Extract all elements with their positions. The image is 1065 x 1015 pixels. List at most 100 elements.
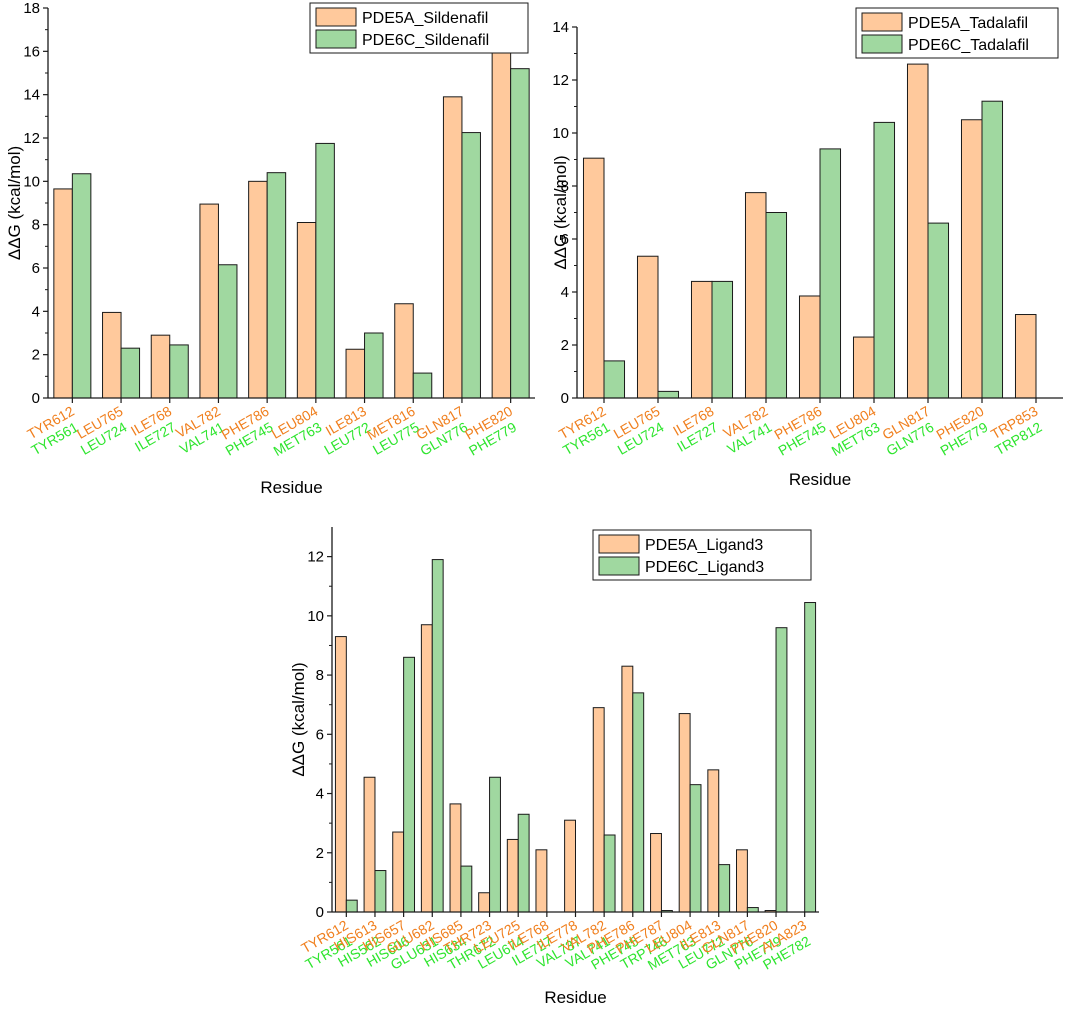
chart-panel-1: 024681012141618TYR612TYR561LEU765LEU724I… [5,0,535,497]
y-tick-label: 2 [316,845,324,862]
bar-pde6c-1 [603,360,626,399]
bar-pde6c-14 [718,864,731,913]
bar-pde5a-7 [506,838,519,913]
bar-pde5a-14 [707,769,720,913]
x-axis-title: Residue [789,470,851,489]
legend-label: PDE6C_Sildenafil [362,32,489,49]
y-tick-label: 8 [32,217,40,234]
bar-pde6c-15 [746,907,759,913]
bar-pde5a-5 [449,803,462,913]
x-axis-title: Residue [260,478,322,497]
y-tick-label: 12 [23,130,40,147]
y-tick-label: 6 [561,231,569,248]
legend-label: PDE5A_Sildenafil [362,10,488,27]
bar-pde5a-5 [248,180,268,399]
bar-pde6c-1 [345,899,358,913]
bar-pde6c-11 [632,692,645,913]
y-tick-label: 12 [552,72,569,89]
legend-swatch [315,29,357,49]
bar-pde5a-3 [392,831,405,913]
bar-pde6c-9 [461,132,481,399]
y-tick-label: 14 [23,87,40,104]
bar-pde5a-4 [420,624,433,913]
bar-pde6c-6 [315,142,335,399]
bar-pde5a-15 [736,849,748,913]
legend-label: PDE5A_Ligand3 [645,537,763,554]
y-tick-label: 0 [561,390,569,407]
y-tick-label: 4 [561,284,569,301]
bar-pde6c-5 [266,172,287,399]
y-axis-title: ΔΔG (kcal/mol) [551,155,570,269]
bar-pde5a-6 [478,892,491,913]
legend-swatch [315,7,357,27]
bar-pde6c-4 [217,264,238,399]
y-tick-label: 4 [316,786,324,803]
legend-swatch [861,12,903,32]
bar-pde6c-4 [431,559,444,913]
bar-pde5a-4 [744,192,767,399]
bar-pde5a-13 [678,713,691,913]
bar-pde5a-1 [334,636,347,913]
y-tick-label: 6 [32,260,40,277]
bar-pde5a-3 [150,334,171,399]
y-axis-title: ΔΔG (kcal/mol) [5,146,24,260]
bar-pde5a-8 [394,303,414,399]
bar-pde6c-16 [775,627,788,913]
legend: PDE5A_Tadalafil PDE6C_Tadalafil [855,7,1059,59]
legend-label: PDE6C_Ligand3 [645,559,764,576]
bar-pde6c-3 [169,344,189,399]
bar-pde6c-13 [689,784,702,913]
legend-label: PDE6C_Tadalafil [908,37,1029,54]
bar-pde5a-1 [582,157,605,399]
bar-pde5a-8 [535,849,548,913]
bar-pde5a-7 [345,348,366,399]
bar-pde6c-10 [510,68,530,399]
y-tick-label: 10 [23,173,40,190]
bar-pde6c-8 [412,372,433,399]
bar-pde6c-2 [374,870,387,913]
bar-pde6c-5 [460,865,473,913]
bar-pde6c-8 [981,100,1004,399]
y-tick-label: 14 [552,19,569,36]
bar-pde6c-5 [819,148,842,399]
y-tick-label: 8 [561,178,569,195]
bar-pde6c-2 [120,347,141,399]
bar-pde5a-7 [906,63,929,399]
bar-pde6c-10 [603,834,616,913]
x-axis-title: Residue [544,988,606,1007]
bar-pde6c-3 [711,280,734,399]
bar-pde6c-1 [71,173,92,399]
bar-pde5a-2 [102,311,122,399]
bar-pde5a-5 [798,295,821,399]
bar-pde6c-7 [364,332,384,399]
bar-pde5a-10 [592,707,605,913]
y-tick-label: 2 [561,337,569,354]
y-axis-title: ΔΔG (kcal/mol) [289,662,308,776]
bar-pde6c-7 [517,813,530,913]
bar-pde6c-4 [765,212,788,399]
bar-pde6c-2 [657,390,680,399]
y-tick-label: 4 [32,303,40,320]
legend: PDE5A_Ligand3 PDE6C_Ligand3 [592,529,812,581]
y-tick-label: 0 [316,904,324,921]
legend-swatch [598,556,640,576]
y-tick-label: 0 [32,390,40,407]
bar-pde5a-4 [199,203,219,399]
bar-pde5a-6 [852,336,875,399]
legend: PDE5A_Sildenafil PDE6C_Sildenafil [309,2,529,54]
y-tick-label: 12 [307,549,324,566]
bar-pde5a-10 [491,50,512,399]
y-tick-label: 10 [307,608,324,625]
legend-label: PDE5A_Tadalafil [908,15,1028,32]
bar-pde6c-17 [804,602,817,913]
y-tick-label: 2 [32,347,40,364]
bar-pde5a-2 [363,776,376,913]
bar-pde6c-3 [403,656,416,913]
bar-pde5a-2 [636,255,659,399]
bar-pde5a-11 [621,665,634,913]
bar-pde5a-6 [296,222,317,399]
bar-pde6c-6 [489,776,501,913]
bar-pde6c-7 [927,222,950,399]
legend-swatch [598,534,640,554]
